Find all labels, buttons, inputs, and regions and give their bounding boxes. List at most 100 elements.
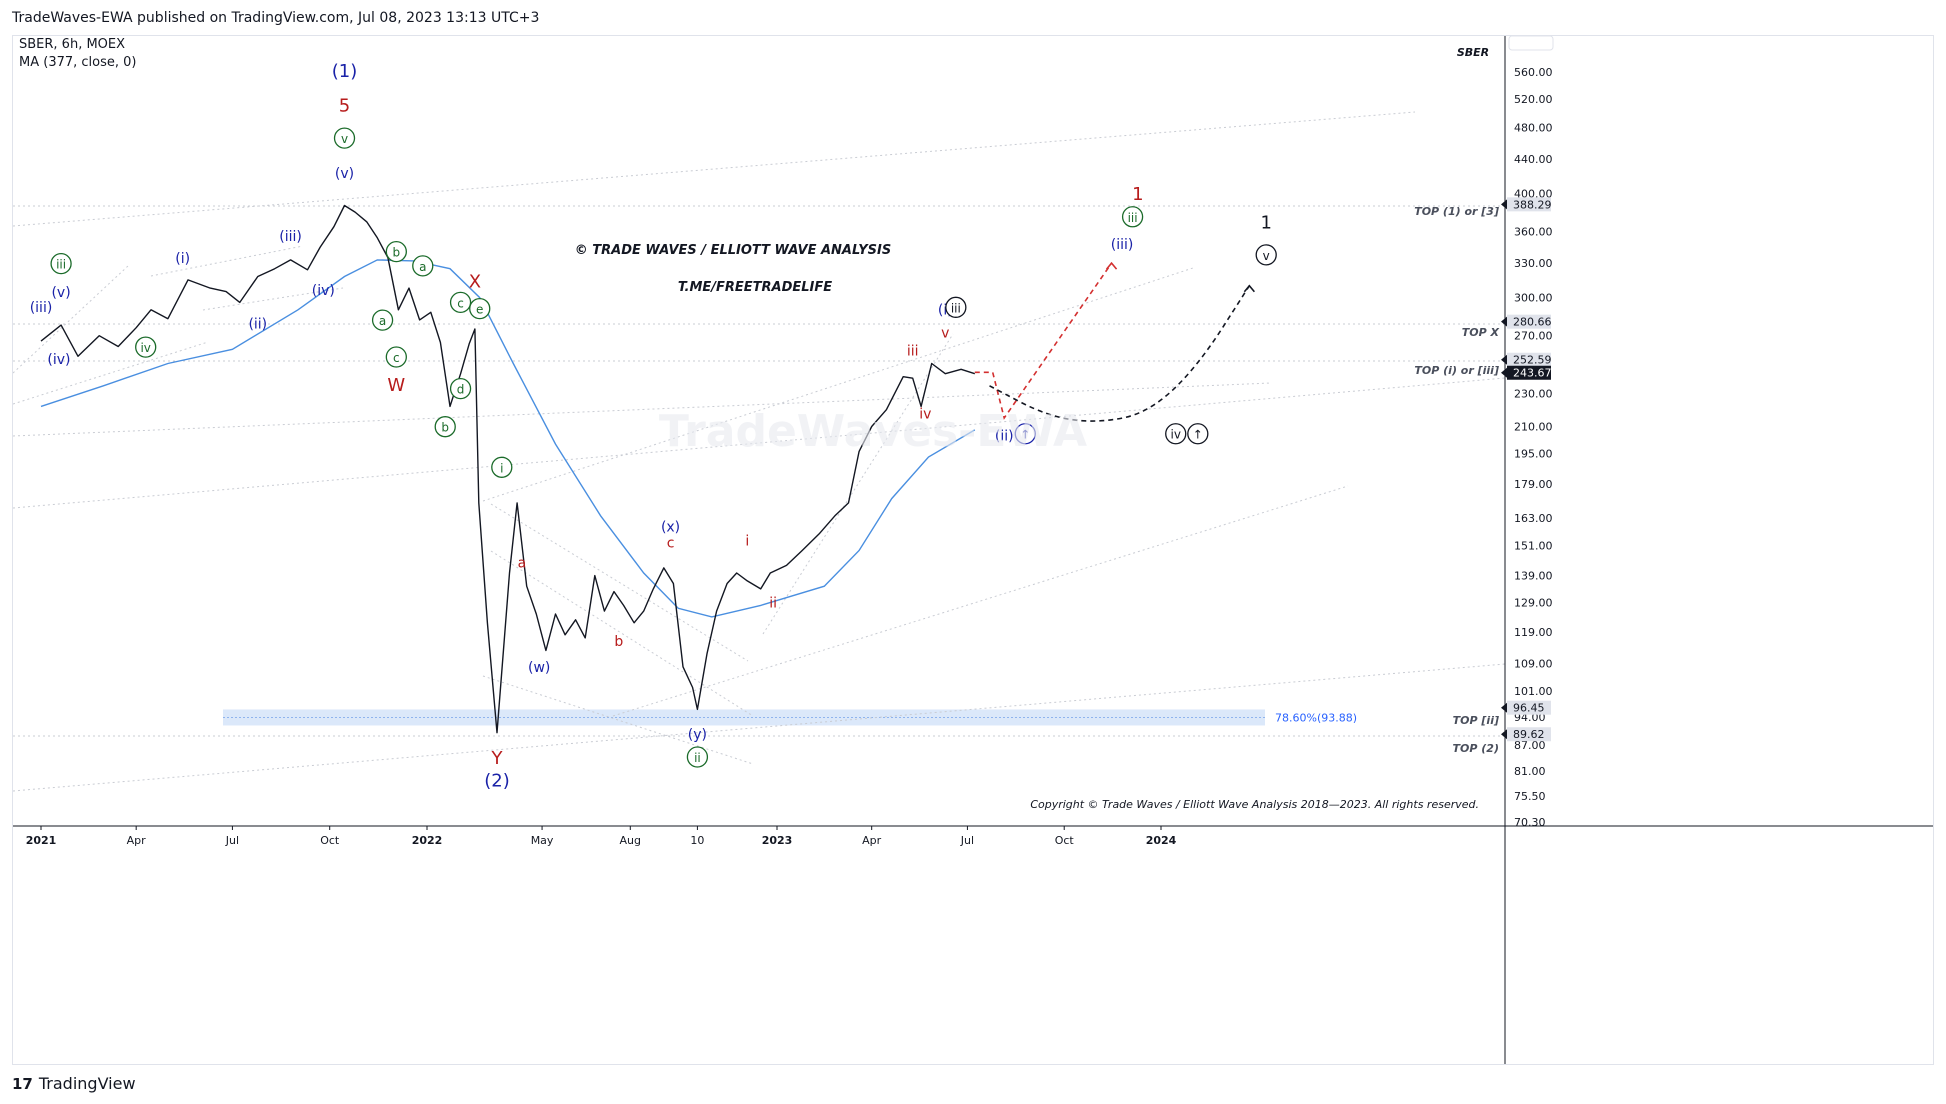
wave-label-14: a	[412, 255, 434, 277]
wave-label-16: c	[385, 346, 407, 368]
wave-text: b	[614, 634, 623, 650]
wave-label-36: v	[941, 326, 949, 342]
wave-text: v	[941, 326, 949, 342]
wave-text: iv	[1171, 428, 1181, 442]
price-tag-bg	[1507, 727, 1551, 742]
trend-line-0	[13, 111, 1416, 227]
wave-text: ↑	[1020, 428, 1030, 442]
price-tag-0: 388.29	[1513, 198, 1552, 211]
wave-text: (v)	[51, 285, 70, 301]
wave-text: (iii)	[1111, 237, 1134, 253]
wave-label-24: a	[518, 555, 527, 571]
projection-arrow-red-path	[1105, 261, 1118, 270]
wave-text: i	[500, 461, 503, 475]
y-tick: 300.00	[1514, 292, 1553, 305]
trend-line-4	[13, 341, 209, 405]
wave-label-9: (i)	[175, 251, 190, 267]
wave-label-47: iv	[1165, 423, 1187, 445]
y-tick: 119.00	[1514, 626, 1553, 639]
y-tick: 139.00	[1514, 570, 1553, 583]
chart-frame[interactable]: 78.60%(93.88) (1) 5 v (v) (iii) iii (v) (iv) iv(…	[12, 35, 1934, 1065]
wave-label-15: a	[371, 309, 394, 331]
wave-circle	[371, 309, 394, 331]
x-tick: Aug	[620, 834, 641, 847]
wave-label-4: (iii)	[30, 300, 53, 316]
price-chart[interactable]: 78.60%(93.88) (1)5v(v)(iii)iii(v)(iv)iv(…	[13, 36, 1933, 1064]
wave-label-6: (v)	[51, 285, 70, 301]
level-label-2: TOP (i) or [iii]	[1414, 364, 1499, 377]
x-tick: Apr	[862, 834, 882, 847]
x-tick: Jul	[960, 834, 974, 847]
wave-text: e	[476, 303, 483, 317]
wave-label-39: iii	[945, 296, 967, 318]
level-label-3: TOP [ii]	[1453, 714, 1499, 727]
wave-text: W	[387, 375, 405, 396]
price-tag-5: 89.62	[1513, 728, 1545, 741]
level-label-4: TOP (2)	[1453, 742, 1499, 755]
x-tick: 2021	[26, 834, 57, 847]
wave-label-26: b	[614, 634, 623, 650]
wave-label-27: (x)	[661, 519, 680, 535]
wave-label-2: v	[333, 127, 356, 149]
price-tag-arrow	[1501, 316, 1507, 327]
trend-line-7	[612, 485, 1349, 717]
price-tag-arrow	[1501, 729, 1507, 740]
wave-label-34: ii	[769, 595, 777, 611]
y-tick: 75.50	[1514, 790, 1546, 803]
wave-label-28: c	[667, 536, 675, 552]
wave-label-46: v	[1255, 244, 1277, 266]
wave-label-42: (iii)	[1111, 237, 1134, 253]
price-tag-bg	[1507, 197, 1551, 212]
y-tick: 70.30	[1514, 816, 1546, 829]
wave-text: (1)	[332, 61, 358, 82]
wave-text: iv	[919, 406, 931, 422]
tradingview-footer[interactable]: 17 TradingView	[12, 1074, 136, 1093]
watermark-link: T.ME/FREETRADELIFE	[678, 280, 832, 295]
fib-label: 78.60%(93.88)	[1275, 711, 1357, 724]
wave-circle	[50, 253, 72, 275]
wave-circle	[412, 255, 434, 277]
wave-text: (2)	[484, 770, 510, 791]
trend-line-10	[490, 550, 754, 717]
wave-label-11: (iii)	[279, 229, 302, 245]
projection-black-path	[989, 285, 1251, 422]
wave-text: (y)	[688, 727, 707, 743]
tradingview-brand: TradingView	[38, 1074, 136, 1093]
wave-label-44: 1	[1132, 184, 1143, 205]
wave-label-48: ↑	[1187, 423, 1209, 445]
price-tag-bg	[1507, 700, 1551, 715]
y-tick: 129.00	[1514, 597, 1553, 610]
wave-label-25: (w)	[528, 660, 550, 676]
wave-text: (v)	[335, 166, 354, 182]
wave-label-40: (ii)	[995, 429, 1014, 445]
trend-line-9	[490, 503, 749, 662]
wave-label-45: 1	[1260, 213, 1271, 234]
trend-line-2	[13, 663, 1506, 792]
wave-text: a	[518, 555, 527, 571]
wave-text: (ii)	[248, 316, 267, 332]
wave-label-29: Y	[491, 748, 504, 769]
wave-label-30: (2)	[484, 770, 510, 791]
y-tick: 210.00	[1514, 420, 1553, 433]
wave-label-33: i	[745, 533, 749, 549]
wave-text: X	[469, 272, 481, 293]
wave-text: (w)	[528, 660, 550, 676]
trend-line-6	[482, 267, 1194, 502]
wave-label-1: 5	[339, 95, 350, 116]
wave-circle	[434, 416, 456, 438]
wave-text: iii	[951, 301, 961, 315]
wave-circle	[449, 377, 472, 400]
trend-line-16	[202, 287, 344, 311]
y-tick: 560.00	[1514, 66, 1553, 79]
wave-text: (iii)	[279, 229, 302, 245]
wave-circle	[1255, 244, 1277, 266]
price-tag-bg	[1507, 365, 1551, 380]
wave-label-21: d	[449, 377, 472, 400]
ma-377-line	[40, 259, 976, 618]
wave-text: d	[457, 383, 465, 397]
wave-text: 1	[1132, 184, 1143, 205]
tradingview-logo-icon: 17	[12, 1074, 33, 1093]
axis-settings-button[interactable]	[1508, 36, 1554, 51]
x-tick: Apr	[127, 834, 147, 847]
wave-text: ii	[769, 595, 777, 611]
